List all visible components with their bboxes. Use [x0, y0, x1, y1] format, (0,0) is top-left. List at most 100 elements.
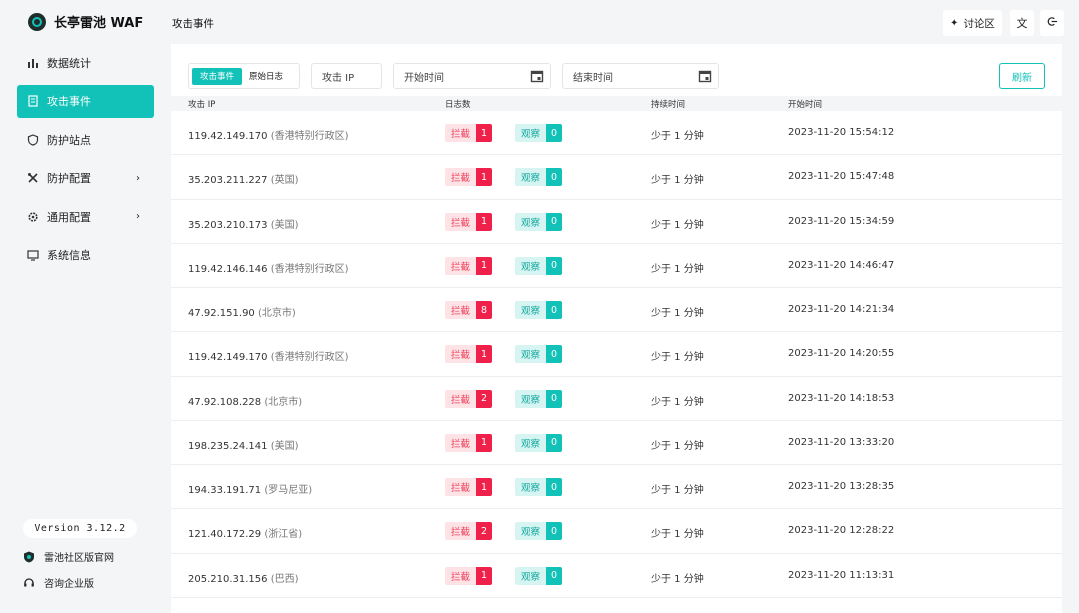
table-row[interactable]: 35.203.210.173 (美国) 拦截 1 观察 0 少于 1 分钟 2023-11-…: [171, 200, 1062, 244]
block-count: 1: [476, 212, 493, 231]
sidebar-item-general-config[interactable]: 通用配置 ›: [17, 200, 154, 233]
attack-ip-input[interactable]: 攻击 IP: [311, 63, 382, 89]
observe-label: 观察: [515, 566, 547, 585]
start-time-input[interactable]: 开始时间: [393, 63, 551, 89]
calendar-icon[interactable]: [530, 69, 544, 83]
table-row[interactable]: 119.42.149.170 (香港特别行政区) 拦截 1 观察 0 少于 1 分钟 202…: [171, 111, 1062, 156]
ip-location: (北京市): [257, 308, 296, 319]
ip-location: (巴西): [270, 573, 299, 585]
observe-label: 观察: [515, 478, 547, 496]
block-count: 1: [476, 168, 493, 187]
block-label: 拦截: [445, 124, 477, 142]
sidebar-item-attack-events[interactable]: 攻击事件: [17, 84, 154, 118]
sidebar-nav: 数据统计 攻击事件 防护站点 防护配置 › 通用配置 › 系统信息: [17, 46, 154, 277]
start-time-cell: 2023-11-20 13:28:35: [788, 481, 895, 492]
block-count-badge: 拦截 2: [445, 389, 493, 408]
ip-location: (香港特别行政区): [270, 131, 349, 142]
forum-button[interactable]: ✦ 讨论区: [943, 10, 1002, 36]
attack-ip-cell: 194.33.191.71 (罗马尼亚): [188, 481, 312, 496]
ip-address: 35.203.210.173: [188, 219, 268, 231]
duration-cell: 少于 1 分钟: [651, 131, 704, 142]
main-panel: 攻击事件 原始日志 攻击 IP 开始时间 结束时间 刷新 攻击 IP 日志数 持…: [171, 44, 1062, 613]
observe-label: 观察: [515, 124, 547, 142]
observe-count: 0: [546, 389, 563, 408]
table-row[interactable]: 119.42.149.170 (香港特别行政区) 拦截 1 观察 0 少于 1 分钟 202…: [171, 332, 1062, 377]
col-start-time: 开始时间: [788, 100, 823, 110]
table-row[interactable]: 198.235.24.141 (美国) 拦截 1 观察 0 少于 1 分钟 2023-11-…: [171, 421, 1062, 465]
observe-label: 观察: [515, 301, 547, 319]
logout-button[interactable]: [1040, 10, 1064, 36]
sidebar: 长亭雷池 WAF 数据统计 攻击事件 防护站点 防护配置 › 通用配置 › 系统…: [0, 0, 171, 613]
start-time-cell: 2023-11-20 14:18:53: [788, 392, 895, 404]
table-row[interactable]: 47.92.108.228 (北京市) 拦截 2 观察 0 少于 1 分钟 2023-11-…: [171, 377, 1062, 421]
table-row[interactable]: 194.33.191.71 (罗马尼亚) 拦截 1 观察 0 少于 1 分钟 2023-11…: [171, 465, 1062, 510]
tools-icon: [27, 172, 39, 184]
duration-cell: 少于 1 分钟: [651, 175, 704, 187]
ip-address: 119.42.149.170: [188, 352, 268, 364]
ip-location: (北京市): [264, 396, 303, 408]
observe-label: 观察: [515, 389, 547, 408]
observe-label: 观察: [515, 433, 547, 452]
attack-ip-cell: 35.203.211.227 (英国): [188, 171, 299, 186]
duration-cell: 少于 1 分钟: [651, 485, 704, 496]
document-icon: [27, 95, 39, 107]
table-row[interactable]: 121.40.172.29 (浙江省) 拦截 2 观察 0 少于 1 分钟 2023-11-…: [171, 509, 1062, 554]
sidebar-item-protection-config[interactable]: 防护配置 ›: [17, 162, 154, 195]
observe-label: 观察: [515, 212, 547, 231]
gear-icon: [27, 211, 39, 223]
observe-label: 观察: [515, 345, 547, 364]
version-badge: Version 3.12.2: [23, 519, 137, 538]
community-site-link[interactable]: 雷池社区版官网: [23, 549, 114, 564]
chevron-right-icon: ›: [136, 211, 140, 222]
start-time-cell: 2023-11-20 13:33:20: [788, 436, 895, 448]
ip-address: 119.42.149.170: [188, 131, 268, 142]
block-label: 拦截: [445, 256, 477, 275]
attack-ip-cell: 47.92.108.228 (北京市): [188, 393, 302, 408]
start-time-cell: 2023-11-20 14:46:47: [788, 259, 895, 271]
observe-label: 观察: [515, 522, 547, 541]
observe-count-badge: 观察 0: [515, 256, 563, 275]
forum-icon: ✦: [950, 17, 959, 29]
bar-chart-icon: [27, 57, 39, 69]
sidebar-item-stats[interactable]: 数据统计: [17, 46, 154, 79]
block-count-badge: 拦截 2: [445, 522, 493, 541]
block-label: 拦截: [445, 301, 477, 319]
observe-count-badge: 观察 0: [515, 212, 563, 231]
shield-logo-icon: [23, 551, 35, 563]
observe-count: 0: [546, 212, 563, 231]
attack-ip-cell: 119.42.149.170 (香港特别行政区): [188, 127, 349, 142]
observe-count-badge: 观察 0: [515, 478, 563, 496]
language-toggle-button[interactable]: 文: [1010, 10, 1034, 36]
block-count-badge: 拦截 1: [445, 256, 493, 275]
block-count-badge: 拦截 1: [445, 433, 493, 452]
ip-location: (罗马尼亚): [264, 485, 313, 496]
sidebar-item-label: 防护配置: [47, 172, 91, 185]
enterprise-consult-link[interactable]: 咨询企业版: [23, 575, 94, 590]
table-row[interactable]: 205.210.31.156 (巴西) 拦截 1 观察 0 少于 1 分钟 2023-11-…: [171, 554, 1062, 598]
duration-cell: 少于 1 分钟: [651, 219, 704, 231]
block-count: 1: [476, 124, 493, 142]
start-time-cell: 2023-11-20 15:47:48: [788, 171, 895, 183]
refresh-button[interactable]: 刷新: [999, 63, 1045, 89]
observe-count-badge: 观察 0: [515, 433, 563, 452]
duration-cell: 少于 1 分钟: [651, 529, 704, 541]
block-count: 1: [476, 345, 493, 364]
table-row[interactable]: 35.203.211.227 (英国) 拦截 1 观察 0 少于 1 分钟 2023-11-…: [171, 155, 1062, 200]
table-row[interactable]: 47.92.151.90 (北京市) 拦截 8 观察 0 少于 1 分钟 2023-11-2…: [171, 288, 1062, 333]
end-time-input[interactable]: 结束时间: [562, 63, 719, 89]
sidebar-item-label: 数据统计: [47, 56, 91, 70]
ip-location: (美国): [270, 440, 299, 452]
tab-attack-events[interactable]: 攻击事件: [192, 67, 243, 85]
tab-raw-logs[interactable]: 原始日志: [249, 72, 284, 82]
calendar-icon[interactable]: [698, 69, 712, 83]
sidebar-item-label: 防护站点: [47, 133, 91, 147]
sidebar-item-protected-sites[interactable]: 防护站点: [17, 123, 154, 156]
table-row[interactable]: 119.42.146.146 (香港特别行政区) 拦截 1 观察 0 少于 1 分钟 202…: [171, 244, 1062, 288]
observe-count: 0: [546, 522, 563, 541]
observe-count: 0: [546, 256, 563, 275]
block-count: 2: [476, 389, 493, 408]
sidebar-item-system-info[interactable]: 系统信息: [17, 239, 154, 272]
observe-count-badge: 观察 0: [515, 389, 563, 408]
table-header: 攻击 IP 日志数 持续时间 开始时间: [171, 96, 1062, 111]
app-logo[interactable]: 长亭雷池 WAF: [28, 12, 143, 31]
